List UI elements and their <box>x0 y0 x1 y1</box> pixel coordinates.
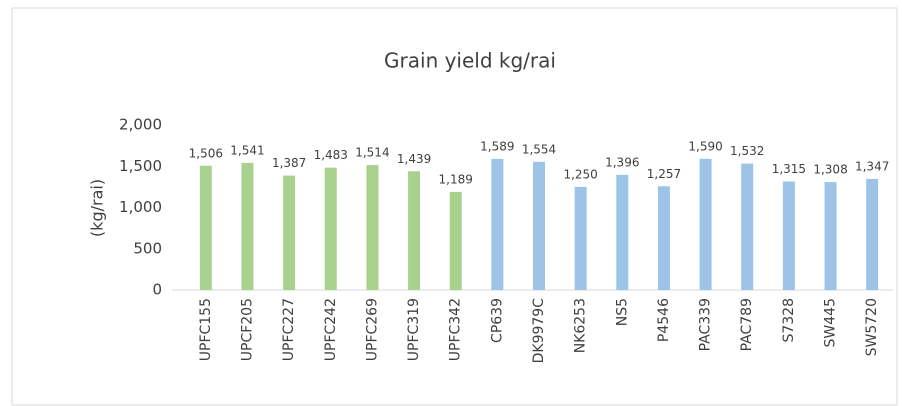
data-label: 1,532 <box>730 144 764 158</box>
bar <box>408 171 421 290</box>
x-tick-label: UPFC227 <box>281 298 297 361</box>
y-tick-label: 500 <box>133 239 162 257</box>
x-tick-label: NS5 <box>614 298 630 326</box>
x-tick-label: PAC789 <box>739 298 755 351</box>
bar <box>449 191 462 290</box>
x-tick-label: NK6253 <box>573 298 589 353</box>
x-tick-label: CP639 <box>489 298 505 343</box>
data-label: 1,590 <box>688 139 722 153</box>
data-label: 1,315 <box>772 162 806 176</box>
y-tick-label: 1,000 <box>119 198 162 216</box>
x-tick-label: DK9979C <box>531 298 547 364</box>
x-tick-label: P4546 <box>656 298 672 342</box>
x-tick-label: UPFC155 <box>198 298 214 361</box>
data-label: 1,483 <box>314 148 348 162</box>
data-label: 1,387 <box>272 156 306 170</box>
bar <box>241 162 254 290</box>
x-tick-label: SW5720 <box>864 298 880 356</box>
bar <box>324 167 337 290</box>
data-label: 1,250 <box>563 167 597 181</box>
y-tick-label: 2,000 <box>119 116 162 134</box>
x-tick-label: UPFC342 <box>448 298 464 361</box>
data-label: 1,189 <box>439 172 473 186</box>
x-tick-label: SW445 <box>823 298 839 347</box>
x-tick-label: UPFC242 <box>323 298 339 361</box>
bar <box>741 163 754 290</box>
data-label: 1,554 <box>522 142 556 156</box>
bar <box>657 186 670 290</box>
bar <box>199 165 212 290</box>
data-label: 1,589 <box>480 139 514 153</box>
data-label: 1,308 <box>813 163 847 177</box>
data-label: 1,506 <box>189 146 223 160</box>
bar <box>782 181 795 290</box>
y-tick-label: 1,500 <box>119 157 162 175</box>
data-label: 1,541 <box>230 143 264 157</box>
chart-title: Grain yield kg/rai <box>384 49 556 73</box>
data-label: 1,257 <box>647 167 681 181</box>
x-tick-label: UPFC269 <box>364 298 380 361</box>
bar <box>824 182 837 290</box>
data-label: 1,347 <box>855 159 889 173</box>
x-tick-label: UPCF205 <box>239 298 255 361</box>
bar <box>283 175 296 290</box>
data-label: 1,439 <box>397 152 431 166</box>
bar <box>866 178 879 290</box>
x-tick-label: S7328 <box>781 298 797 343</box>
bar <box>574 186 587 290</box>
y-axis-label: (kg/rai) <box>88 179 107 237</box>
x-tick-label: PAC339 <box>698 298 714 351</box>
bar <box>616 174 629 290</box>
x-tick-label: UPFC319 <box>406 298 422 361</box>
bar <box>699 158 712 290</box>
data-label: 1,396 <box>605 155 639 169</box>
bar <box>366 165 379 290</box>
bar <box>491 158 504 290</box>
y-tick-label: 0 <box>152 281 162 299</box>
bar <box>533 161 545 290</box>
data-label: 1,514 <box>355 146 389 160</box>
